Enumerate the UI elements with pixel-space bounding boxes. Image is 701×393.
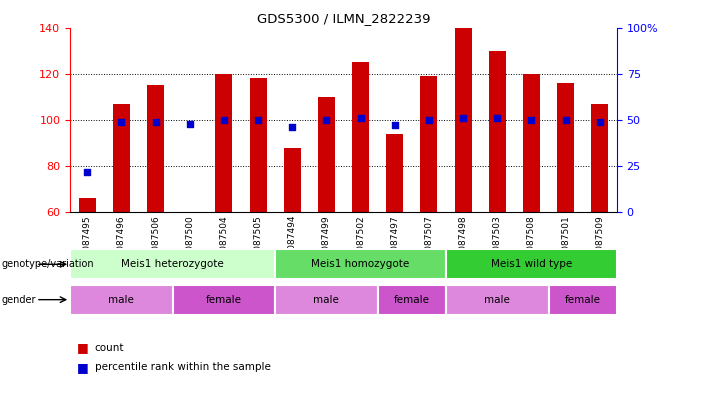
Text: male: male: [484, 295, 510, 305]
Text: Meis1 heterozygote: Meis1 heterozygote: [121, 259, 224, 269]
Text: Meis1 wild type: Meis1 wild type: [491, 259, 572, 269]
Bar: [591, 104, 608, 212]
Text: female: female: [565, 295, 601, 305]
Bar: [386, 134, 403, 212]
Bar: [275, 285, 378, 315]
Text: ■: ■: [77, 361, 89, 374]
Point: [287, 124, 298, 130]
Bar: [284, 147, 301, 212]
Bar: [70, 285, 172, 315]
Point: [560, 117, 571, 123]
Point: [218, 117, 229, 123]
Bar: [378, 285, 446, 315]
Bar: [275, 249, 446, 279]
Bar: [147, 85, 164, 212]
Text: genotype/variation: genotype/variation: [1, 259, 94, 269]
Point: [116, 119, 127, 125]
Bar: [318, 97, 335, 212]
Text: male: male: [313, 295, 339, 305]
Point: [458, 115, 469, 121]
Point: [491, 115, 503, 121]
Point: [150, 119, 161, 125]
Bar: [557, 83, 574, 212]
Bar: [215, 73, 233, 212]
Bar: [446, 285, 549, 315]
Point: [321, 117, 332, 123]
Bar: [70, 249, 275, 279]
Bar: [446, 249, 617, 279]
Text: ■: ■: [77, 341, 89, 354]
Bar: [421, 76, 437, 212]
Point: [184, 120, 196, 127]
Bar: [113, 104, 130, 212]
Text: Meis1 homozygote: Meis1 homozygote: [311, 259, 409, 269]
Point: [423, 117, 435, 123]
Text: percentile rank within the sample: percentile rank within the sample: [95, 362, 271, 373]
Point: [252, 117, 264, 123]
Bar: [250, 78, 266, 212]
Bar: [523, 73, 540, 212]
Text: gender: gender: [1, 295, 36, 305]
Text: female: female: [394, 295, 430, 305]
Title: GDS5300 / ILMN_2822239: GDS5300 / ILMN_2822239: [257, 12, 430, 25]
Bar: [79, 198, 96, 212]
Point: [594, 119, 606, 125]
Text: count: count: [95, 343, 124, 353]
Bar: [172, 285, 275, 315]
Text: male: male: [109, 295, 135, 305]
Bar: [454, 28, 472, 212]
Point: [81, 169, 93, 175]
Point: [389, 122, 400, 129]
Text: female: female: [206, 295, 242, 305]
Bar: [352, 62, 369, 212]
Bar: [489, 51, 506, 212]
Point: [526, 117, 537, 123]
Bar: [549, 285, 617, 315]
Point: [355, 115, 366, 121]
